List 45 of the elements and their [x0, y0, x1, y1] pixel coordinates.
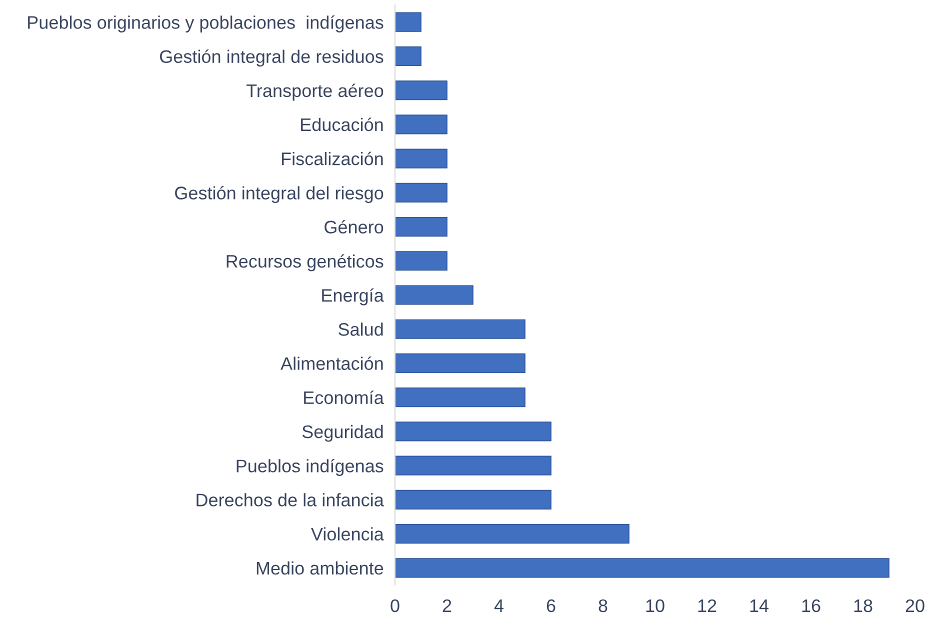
y-tick-label: Derechos de la infancia [196, 493, 384, 506]
x-tick-label: 20 [906, 599, 924, 612]
bar [395, 388, 526, 408]
bar [395, 80, 448, 100]
bar [395, 524, 630, 544]
y-tick-label: Seguridad [302, 424, 383, 442]
y-tick-label: Transporte aéreo [246, 84, 384, 101]
x-tick-label: 10 [646, 599, 664, 612]
x-tick-label: 12 [698, 599, 716, 612]
bar [395, 114, 448, 134]
bar [395, 456, 552, 476]
bar [395, 319, 526, 339]
y-tick-label: Educación [301, 118, 383, 132]
x-tick-label: 18 [854, 599, 872, 612]
bar [395, 422, 552, 442]
bar [395, 353, 526, 374]
y-tick-label: Medio ambiente [256, 561, 384, 575]
y-tick-label: Salud [338, 322, 383, 336]
y-tick-label: Violencia [311, 527, 384, 541]
x-tick-label: 4 [494, 600, 504, 612]
y-tick-label: Recursos genéticos [226, 254, 384, 272]
x-tick-label: 8 [598, 599, 608, 612]
bar [395, 12, 422, 32]
y-tick-label: Gestión integral del riesgo [175, 186, 384, 204]
bar [395, 148, 448, 168]
bar [395, 285, 474, 305]
y-tick-label: Gestión integral de residuos [160, 50, 384, 67]
y-tick-label: Energía [322, 288, 384, 306]
x-tick-label: 6 [546, 599, 556, 612]
bar [395, 216, 448, 237]
x-tick-label: 0 [390, 599, 400, 612]
y-tick-label: Género [324, 220, 384, 234]
bar [395, 490, 552, 510]
y-tick-label: Pueblos indígenas [236, 458, 384, 476]
x-tick-label: 14 [750, 600, 769, 612]
x-tick-label: 2 [442, 599, 452, 612]
bar [395, 182, 448, 202]
bar [395, 46, 422, 66]
y-tick-label: Alimentación [280, 356, 383, 370]
y-tick-label: Fiscalización [282, 152, 383, 166]
bar [395, 251, 448, 271]
y-tick-label: Pueblos originarios y poblaciones indígenas [28, 15, 384, 32]
bar [395, 558, 890, 578]
y-tick-label: Economía [304, 390, 384, 404]
x-tick-label: 16 [802, 599, 820, 612]
